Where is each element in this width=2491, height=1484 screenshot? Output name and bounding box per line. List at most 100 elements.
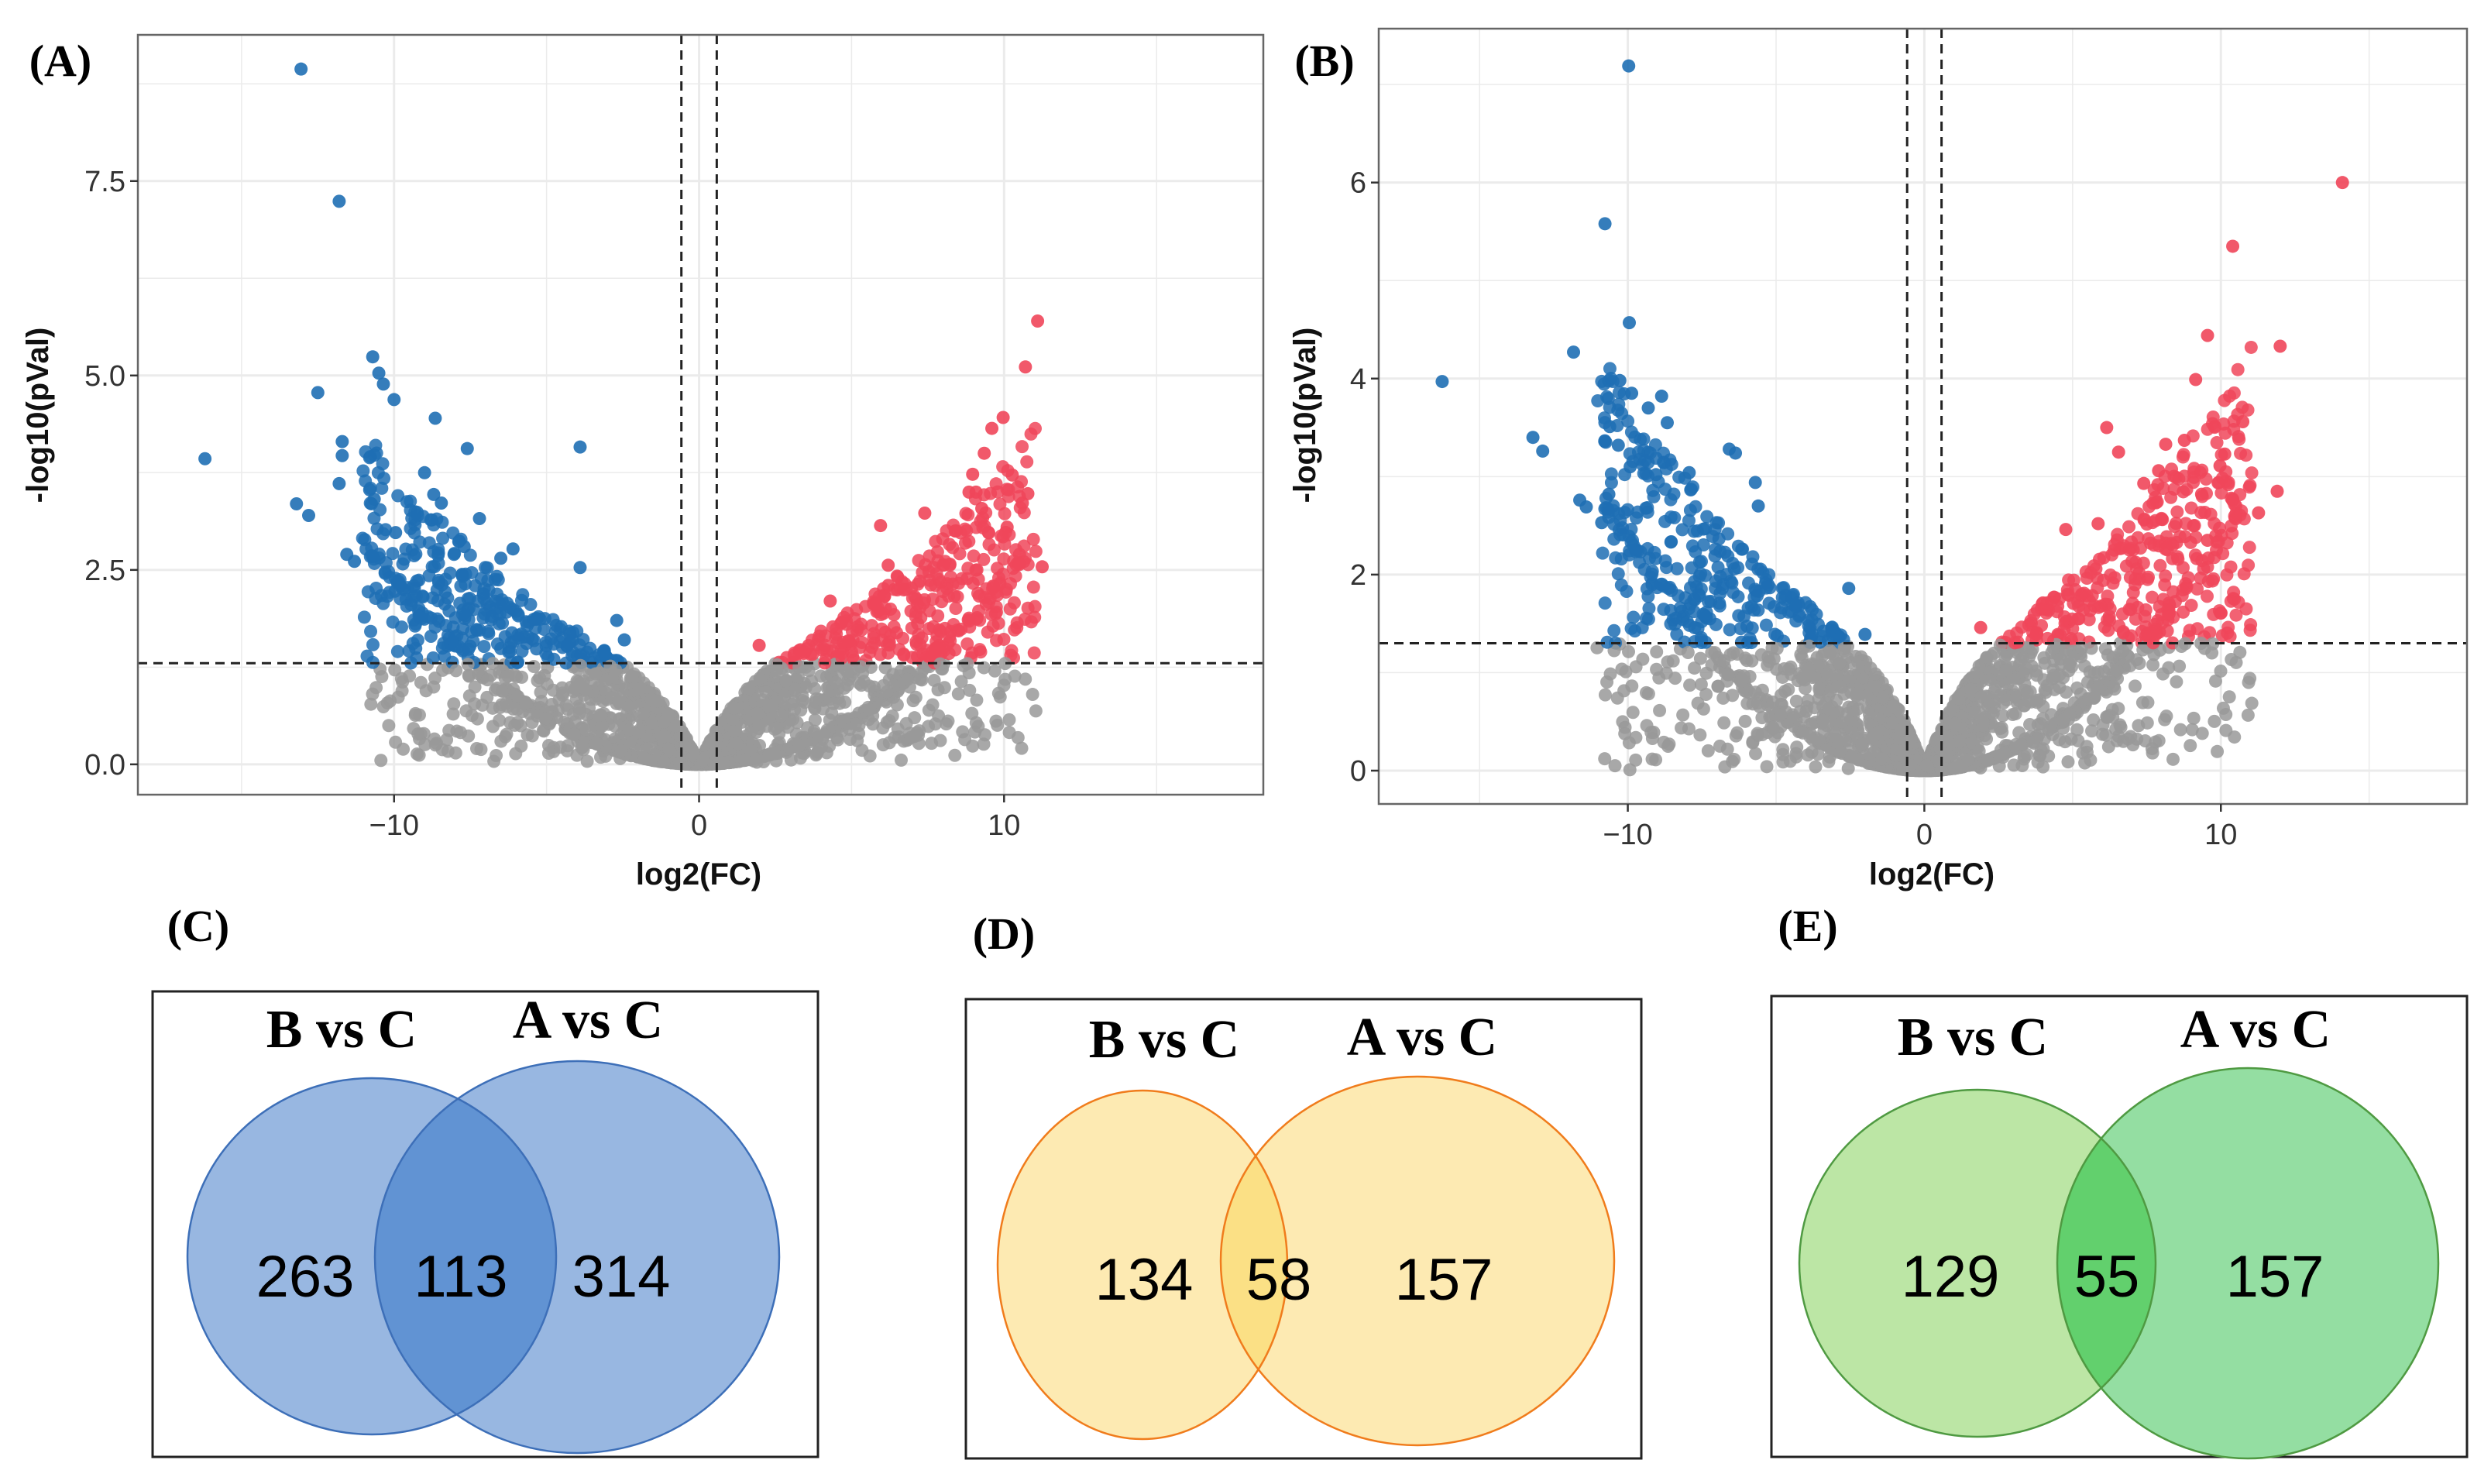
point-downregulated <box>1658 514 1672 528</box>
point-not-significant <box>1986 706 2000 720</box>
venn-diagram-e: (E) B vs C A vs C 129 55 157 <box>1770 901 2469 1460</box>
point-downregulated <box>565 649 579 663</box>
point-upregulated <box>1028 421 1042 435</box>
point-upregulated <box>846 650 860 664</box>
point-downregulated <box>610 613 624 627</box>
point-not-significant <box>1822 702 1836 716</box>
point-upregulated <box>916 565 929 579</box>
point-not-significant <box>2245 696 2259 710</box>
point-not-significant <box>572 706 586 720</box>
point-downregulated <box>1682 465 1696 479</box>
point-not-significant <box>2053 733 2067 747</box>
point-not-significant <box>446 707 460 721</box>
point-not-significant <box>527 660 541 674</box>
point-not-significant <box>2195 727 2209 740</box>
point-not-significant <box>519 696 533 710</box>
point-not-significant <box>775 709 789 723</box>
point-not-significant <box>2085 724 2099 738</box>
point-not-significant <box>1661 655 1675 669</box>
point-downregulated <box>1682 514 1696 527</box>
point-downregulated <box>1435 375 1449 389</box>
point-downregulated <box>617 633 631 647</box>
point-upregulated <box>809 638 823 652</box>
point-upregulated <box>931 554 945 568</box>
point-not-significant <box>1675 721 1689 735</box>
point-downregulated <box>1641 541 1654 555</box>
point-downregulated <box>1611 404 1625 417</box>
point-downregulated <box>359 542 373 556</box>
point-not-significant <box>394 672 408 685</box>
point-upregulated <box>1017 539 1031 553</box>
x-tick-label: −10 <box>1603 819 1652 851</box>
point-upregulated <box>985 421 999 435</box>
point-downregulated <box>1620 584 1634 598</box>
point-downregulated <box>1658 554 1672 568</box>
point-not-significant <box>1619 665 1633 678</box>
point-not-significant <box>462 668 476 682</box>
point-not-significant <box>1840 706 1854 720</box>
point-upregulated <box>2051 599 2065 613</box>
point-not-significant <box>474 743 488 757</box>
point-not-significant <box>2110 664 2124 678</box>
point-downregulated <box>1687 524 1701 538</box>
point-downregulated <box>427 518 441 532</box>
point-not-significant <box>1726 689 1740 702</box>
point-downregulated <box>500 605 514 619</box>
point-not-significant <box>1730 726 1744 740</box>
point-downregulated <box>1842 582 1856 596</box>
point-upregulated <box>2101 623 2115 637</box>
point-not-significant <box>397 742 411 756</box>
point-downregulated <box>425 560 439 574</box>
point-upregulated <box>2234 446 2248 460</box>
point-downregulated <box>1598 435 1612 448</box>
point-downregulated <box>1709 516 1723 530</box>
point-not-significant <box>494 734 508 748</box>
point-not-significant <box>644 693 658 707</box>
point-downregulated <box>1668 617 1682 631</box>
point-downregulated <box>1675 523 1689 537</box>
point-downregulated <box>332 476 346 490</box>
point-not-significant <box>1988 685 2001 699</box>
point-downregulated <box>413 535 427 549</box>
point-downregulated <box>1665 534 1678 548</box>
point-not-significant <box>2100 710 2114 724</box>
point-upregulated <box>1036 560 1050 574</box>
point-not-significant <box>1641 687 1655 701</box>
point-not-significant <box>850 733 864 747</box>
point-upregulated <box>961 562 975 575</box>
point-downregulated <box>1759 618 1773 632</box>
point-upregulated <box>823 594 837 608</box>
point-not-significant <box>1598 688 1612 702</box>
point-not-significant <box>917 661 931 675</box>
point-not-significant <box>948 748 962 762</box>
point-upregulated <box>2164 490 2178 504</box>
point-not-significant <box>2211 744 2225 758</box>
point-not-significant <box>1681 646 1695 660</box>
point-downregulated <box>462 592 476 606</box>
point-not-significant <box>1871 725 1885 739</box>
point-upregulated <box>2188 548 2202 562</box>
point-downregulated <box>1684 483 1698 497</box>
point-upregulated <box>2062 573 2076 587</box>
point-not-significant <box>645 716 659 730</box>
point-not-significant <box>978 728 992 742</box>
point-upregulated <box>977 552 991 566</box>
y-tick-label: 6 <box>1350 167 1366 200</box>
point-not-significant <box>779 674 793 688</box>
point-downregulated <box>539 647 553 661</box>
point-downregulated <box>1747 603 1761 617</box>
point-downregulated <box>348 555 362 569</box>
point-upregulated <box>2125 555 2139 569</box>
point-not-significant <box>673 730 687 744</box>
point-downregulated <box>1526 431 1540 445</box>
point-upregulated <box>929 534 943 548</box>
point-upregulated <box>2170 505 2184 519</box>
point-not-significant <box>866 717 880 731</box>
point-downregulated <box>1603 362 1617 376</box>
point-downregulated <box>369 581 383 595</box>
point-not-significant <box>1600 675 1614 689</box>
point-downregulated <box>1602 487 1616 501</box>
point-upregulated <box>996 411 1010 424</box>
point-not-significant <box>2208 714 2221 728</box>
point-upregulated <box>2201 589 2214 603</box>
